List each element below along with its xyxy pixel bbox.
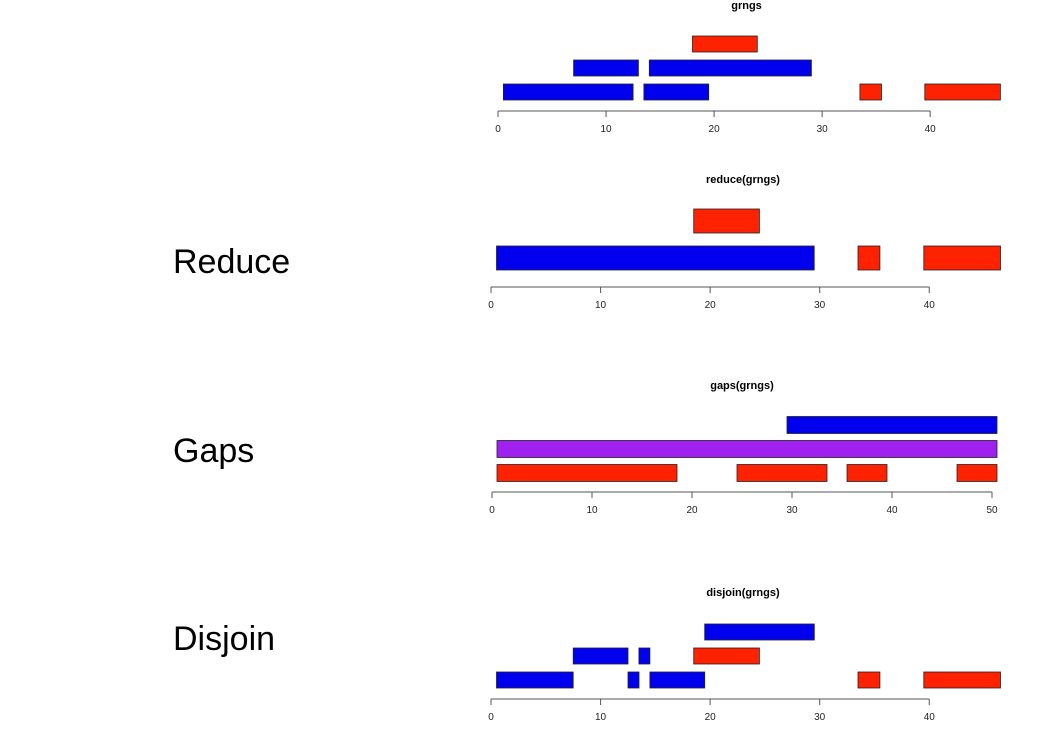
range-bar: [496, 464, 678, 482]
range-bar: [704, 623, 815, 641]
x-tick-label: 20: [686, 505, 698, 516]
range-bar: [859, 83, 882, 101]
x-tick-label: 30: [814, 300, 826, 311]
range-bar: [846, 464, 888, 482]
range-bar: [496, 671, 574, 689]
x-tick-label: 10: [595, 300, 607, 311]
range-bar: [693, 208, 760, 234]
x-tick-label: 40: [924, 300, 936, 311]
reduce-label: Reduce: [173, 243, 291, 281]
x-tick-label: 10: [595, 712, 607, 723]
x-tick-label: 40: [886, 505, 898, 516]
x-tick-label: 10: [586, 505, 598, 516]
x-tick-label: 50: [986, 505, 998, 516]
panel-title: reduce(grngs): [706, 174, 780, 186]
x-tick-label: 30: [817, 124, 829, 135]
range-bar: [693, 647, 760, 665]
panel-reduce: reduce(grngs) 0 10 20 30 40: [488, 174, 1001, 311]
x-tick-label: 20: [705, 712, 717, 723]
range-bar: [648, 59, 812, 77]
panel-title: grngs: [731, 0, 762, 12]
x-tick-label: 40: [925, 124, 937, 135]
range-bar: [956, 464, 998, 482]
range-bar: [638, 647, 651, 665]
range-bar: [496, 245, 815, 271]
x-tick-label: 20: [705, 300, 717, 311]
range-bar: [857, 245, 881, 271]
range-bar: [857, 671, 881, 689]
range-bar: [692, 35, 758, 53]
x-tick-label: 30: [814, 712, 826, 723]
range-bar: [496, 440, 998, 458]
range-bar: [572, 647, 629, 665]
range-bar: [502, 83, 634, 101]
x-tick-label: 30: [786, 505, 798, 516]
range-bar: [923, 245, 1001, 271]
range-bar: [923, 671, 1001, 689]
panel-disjoin: disjoin(grngs) 0 10 20 30 40: [488, 587, 1001, 723]
disjoin-label: Disjoin: [173, 620, 276, 658]
range-bar: [627, 671, 640, 689]
panel-grngs: grngs 0 10 20 30 40: [495, 0, 1001, 135]
x-tick-label: 0: [495, 124, 501, 135]
range-bar: [573, 59, 639, 77]
range-bar: [786, 416, 998, 434]
x-tick-label: 0: [488, 712, 494, 723]
x-tick-label: 20: [709, 124, 721, 135]
x-tick-label: 0: [488, 300, 494, 311]
panel-gaps: gaps(grngs) 0 10 20 30 40 50: [489, 380, 998, 516]
range-bar: [924, 83, 1001, 101]
x-tick-label: 0: [489, 505, 495, 516]
range-bar: [649, 671, 706, 689]
gaps-label: Gaps: [173, 432, 255, 470]
panel-title: disjoin(grngs): [706, 587, 780, 599]
panel-title: gaps(grngs): [710, 380, 774, 392]
x-tick-label: 10: [600, 124, 612, 135]
range-bar: [736, 464, 828, 482]
range-bar: [643, 83, 710, 101]
x-tick-label: 40: [924, 712, 936, 723]
